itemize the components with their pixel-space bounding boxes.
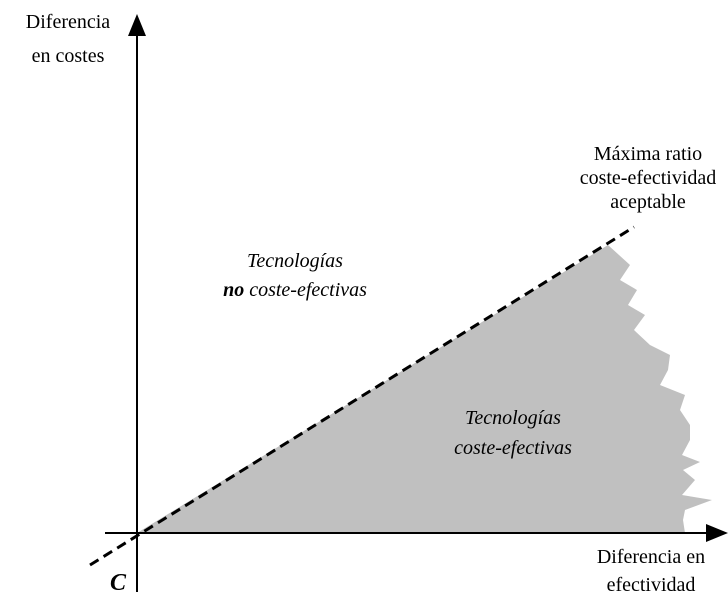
x-axis-label: efectividad (607, 574, 696, 596)
threshold-label: aceptable (610, 191, 686, 213)
y-axis-arrow (128, 14, 146, 36)
cost-effective-region (137, 245, 712, 533)
x-axis-arrow (706, 524, 728, 542)
region-label: coste-efectivas (454, 437, 572, 459)
y-axis-label: Diferencia (26, 11, 111, 33)
region-label-text: coste-efectivas (249, 279, 367, 301)
threshold-label: coste-efectividad (580, 167, 717, 189)
threshold-label: Máxima ratio (594, 143, 702, 165)
emphasis: no (223, 279, 244, 301)
origin-label: C (110, 570, 127, 596)
y-axis-label: en costes (32, 45, 105, 67)
x-axis-label: Diferencia en (597, 546, 705, 568)
region-label: no coste-efectivas (223, 279, 367, 301)
region-label: Tecnologías (247, 250, 343, 272)
threshold-line (89, 225, 635, 567)
region-label: Tecnologías (465, 407, 561, 429)
